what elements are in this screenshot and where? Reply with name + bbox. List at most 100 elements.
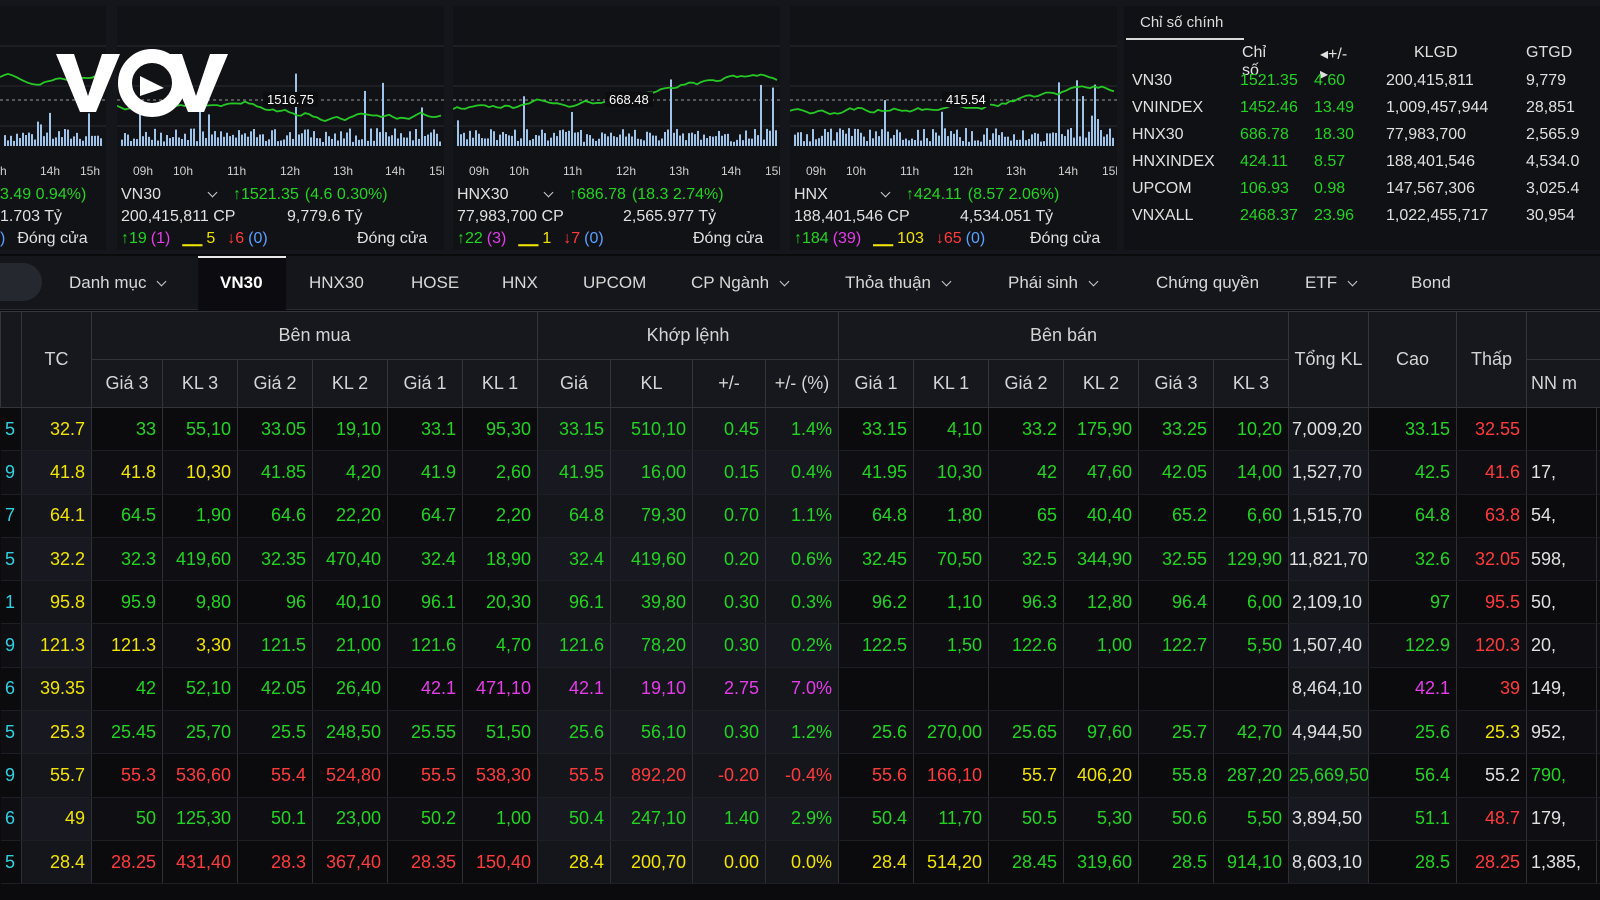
- index-selector[interactable]: [870, 186, 891, 204]
- data-cell[interactable]: 28.4: [838, 840, 915, 885]
- data-cell[interactable]: 50.1: [237, 797, 313, 841]
- tab-etf[interactable]: ETF: [1305, 273, 1358, 293]
- stock-row[interactable]: 9 121.3 121.3 3,30 121.5 21,00 121.6 4,70 121.6 7…: [0, 623, 1600, 668]
- data-cell[interactable]: 55.5: [387, 753, 463, 798]
- data-cell[interactable]: 33.05: [237, 407, 313, 452]
- tab-danh-mục[interactable]: Danh mục: [69, 273, 167, 293]
- column-header[interactable]: +/- (%): [765, 359, 840, 408]
- stock-row[interactable]: 5 32.7 33 55,10 33.05 19,10 33.1 95,30 33.15 510,…: [0, 407, 1600, 452]
- data-cell[interactable]: 25.55: [387, 710, 463, 755]
- stock-row[interactable]: 9 41.8 41.8 10,30 41.85 4,20 41.9 2,60 41.95 16,0…: [0, 450, 1600, 495]
- search-box[interactable]: [0, 263, 42, 301]
- low-header[interactable]: Thấp: [1456, 311, 1528, 408]
- data-cell[interactable]: 28.3: [237, 840, 313, 885]
- data-cell[interactable]: 50.6: [1138, 797, 1215, 841]
- data-cell[interactable]: 65: [988, 494, 1065, 538]
- symbol-cell[interactable]: 9: [0, 623, 22, 668]
- symbol-cell[interactable]: 1: [0, 580, 22, 625]
- symbol-cell[interactable]: 6: [0, 667, 22, 712]
- tab-vn30[interactable]: VN30: [220, 273, 263, 293]
- data-cell[interactable]: 96.1: [387, 580, 463, 625]
- data-cell[interactable]: 96.3: [988, 580, 1065, 625]
- symbol-header[interactable]: [0, 311, 22, 408]
- data-cell[interactable]: 25.7: [1138, 710, 1215, 755]
- data-cell[interactable]: 95.9: [91, 580, 163, 625]
- index-name[interactable]: HNX: [794, 186, 828, 203]
- data-cell[interactable]: [988, 667, 1065, 712]
- data-cell[interactable]: 32.5: [988, 537, 1065, 582]
- index-row[interactable]: HNX30 686.78 18.30 77,983,700 2,565.9: [1124, 122, 1600, 149]
- data-cell[interactable]: 96.4: [1138, 580, 1215, 625]
- data-cell[interactable]: 64.7: [387, 494, 463, 538]
- data-cell[interactable]: 41.9: [387, 450, 463, 495]
- data-cell[interactable]: 64.5: [91, 494, 163, 538]
- data-cell[interactable]: 50.4: [838, 797, 915, 841]
- data-cell[interactable]: 28.45: [988, 840, 1065, 885]
- stock-row[interactable]: 5 28.4 28.25 431,40 28.3 367,40 28.35 150,40 28.…: [0, 840, 1600, 885]
- index-row[interactable]: VN30 1521.35 4.60 200,415,811 9,779: [1124, 68, 1600, 95]
- data-cell[interactable]: 122.5: [838, 623, 915, 668]
- index-chart-vnindex[interactable]: h 14h 15h 3.49 0.94%) 1.703 Tỷ) Đóng cửa: [0, 6, 106, 250]
- data-cell[interactable]: 42.05: [1138, 450, 1215, 495]
- data-cell[interactable]: 28.25: [91, 840, 163, 885]
- data-cell[interactable]: 41.8: [91, 450, 163, 495]
- data-cell[interactable]: 32.35: [237, 537, 313, 582]
- data-cell[interactable]: 64.8: [838, 494, 915, 538]
- foreign-header[interactable]: NN m: [1526, 359, 1600, 408]
- index-selector[interactable]: [197, 186, 218, 204]
- symbol-cell[interactable]: 5: [0, 407, 22, 452]
- data-cell[interactable]: 122.6: [988, 623, 1065, 668]
- index-chart-hnx30[interactable]: 668.4809h10h11h12h13h14h15hHNX30↑686.78(…: [453, 6, 780, 250]
- data-cell[interactable]: 55.7: [988, 753, 1065, 798]
- column-header[interactable]: Giá 1: [387, 359, 463, 408]
- data-cell[interactable]: 25.45: [91, 710, 163, 755]
- data-cell[interactable]: 32.45: [838, 537, 915, 582]
- stock-row[interactable]: 9 55.7 55.3 536,60 55.4 524,80 55.5 538,30 55.5 8…: [0, 753, 1600, 798]
- stock-row[interactable]: 6 49 50 125,30 50.1 23,00 50.2 1,00 50.4 247,10 1.…: [0, 797, 1600, 841]
- reference-header[interactable]: TC: [21, 311, 92, 408]
- data-cell[interactable]: 55.6: [838, 753, 915, 798]
- tab-hnx30[interactable]: HNX30: [309, 273, 364, 293]
- sort-left-icon[interactable]: ◂: [1320, 46, 1329, 63]
- index-row[interactable]: VNINDEX 1452.46 13.49 1,009,457,944 28,851: [1124, 95, 1600, 122]
- index-selector[interactable]: [533, 186, 554, 204]
- index-row[interactable]: HNXINDEX 424.11 8.57 188,401,546 4,534.0: [1124, 149, 1600, 176]
- column-header[interactable]: Giá 1: [838, 359, 915, 408]
- index-chart-vn30[interactable]: 1516.7509h10h11h12h13h14h15hVN30↑1521.35…: [117, 6, 444, 250]
- data-cell[interactable]: 32.3: [91, 537, 163, 582]
- tab-cp-ngành[interactable]: CP Ngành: [691, 273, 790, 293]
- symbol-cell[interactable]: 9: [0, 753, 22, 798]
- data-cell[interactable]: 41.95: [838, 450, 915, 495]
- symbol-cell[interactable]: 5: [0, 710, 22, 755]
- tab-thỏa-thuận[interactable]: Thỏa thuận: [845, 273, 952, 293]
- chevron-down-icon[interactable]: [157, 276, 167, 287]
- data-cell[interactable]: 121.6: [387, 623, 463, 668]
- data-cell[interactable]: 55.4: [237, 753, 313, 798]
- stock-row[interactable]: 5 25.3 25.45 25,70 25.5 248,50 25.55 51,50 25.6 5…: [0, 710, 1600, 755]
- data-cell[interactable]: 50: [91, 797, 163, 841]
- index-chart-hnx[interactable]: 415.5409h10h11h12h13h14h15hHNX↑424.11(8.…: [790, 6, 1117, 250]
- foreign-group-header[interactable]: [1526, 311, 1600, 360]
- sort-right-icon[interactable]: ▸: [1320, 66, 1329, 83]
- bid-group-header[interactable]: Bên mua: [90, 311, 539, 360]
- data-cell[interactable]: 32.55: [1138, 537, 1215, 582]
- data-cell[interactable]: 96: [237, 580, 313, 625]
- data-cell[interactable]: 28.35: [387, 840, 463, 885]
- chevron-down-icon[interactable]: [880, 187, 891, 198]
- data-cell[interactable]: 50.2: [387, 797, 463, 841]
- data-cell[interactable]: 41.85: [237, 450, 313, 495]
- symbol-cell[interactable]: 7: [0, 494, 22, 538]
- column-header[interactable]: Giá 3: [91, 359, 163, 408]
- stock-row[interactable]: 5 32.2 32.3 419,60 32.35 470,40 32.4 18,90 32.4 4…: [0, 537, 1600, 582]
- column-header[interactable]: Giá 2: [988, 359, 1065, 408]
- data-cell[interactable]: 33.25: [1138, 407, 1215, 452]
- symbol-cell[interactable]: 5: [0, 537, 22, 582]
- data-cell[interactable]: 42: [91, 667, 163, 712]
- data-cell[interactable]: 28.5: [1138, 840, 1215, 885]
- data-cell[interactable]: 33.15: [838, 407, 915, 452]
- high-header[interactable]: Cao: [1368, 311, 1458, 408]
- tab-phái-sinh[interactable]: Phái sinh: [1008, 273, 1099, 293]
- tab-hose[interactable]: HOSE: [411, 273, 459, 293]
- chevron-down-icon[interactable]: [543, 187, 554, 198]
- tab-chứng-quyền[interactable]: Chứng quyền: [1156, 273, 1259, 293]
